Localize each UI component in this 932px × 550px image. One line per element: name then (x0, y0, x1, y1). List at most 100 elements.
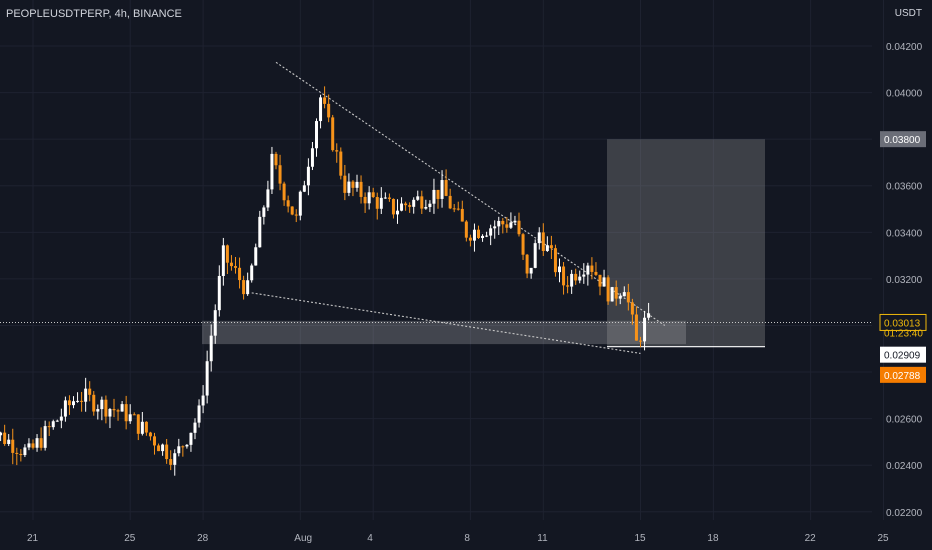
candle-body (221, 245, 225, 276)
candle-body (643, 317, 647, 342)
candle-body (367, 192, 371, 204)
candle-body (234, 266, 237, 268)
y-tick-label: 0.02200 (886, 508, 923, 519)
candle-body (529, 267, 533, 274)
y-tick-label: 0.04000 (886, 89, 923, 100)
target-price-label-bg (880, 131, 926, 148)
target-box (607, 139, 765, 347)
candle-body (618, 296, 622, 299)
candle-body (497, 220, 501, 227)
candle-body (120, 404, 124, 412)
grid (0, 0, 884, 520)
candle-body (63, 400, 67, 417)
candle-body (570, 273, 574, 287)
candle-body (177, 446, 181, 454)
support-trendline (251, 292, 641, 354)
x-tick-label: 8 (464, 533, 470, 544)
candle-body (217, 275, 221, 311)
candle-body (331, 117, 335, 151)
candle-body (594, 271, 598, 275)
candle-body (339, 151, 343, 176)
candle-body (136, 414, 140, 434)
candle-body (424, 207, 428, 209)
candle-body (432, 189, 436, 204)
candle-body (574, 273, 578, 281)
candle-body (209, 335, 213, 362)
candle-body (590, 265, 594, 272)
candle-body (436, 189, 440, 199)
candle-body (11, 439, 15, 453)
chart-title: PEOPLEUSDTPERP, 4h, BINANCE (6, 8, 182, 20)
candle-body (420, 196, 424, 209)
y-tick-label: 0.03200 (886, 275, 923, 286)
candle-body (553, 248, 557, 273)
candle-body (359, 181, 363, 197)
candle-body (335, 150, 339, 152)
candle-body (404, 203, 408, 206)
y-tick-label: 0.03600 (886, 182, 923, 193)
candle-body (250, 265, 254, 281)
candle-body (43, 426, 47, 448)
candle-body (481, 235, 485, 239)
candle-body (375, 197, 379, 209)
candle-body (327, 103, 331, 118)
candle-body (225, 245, 229, 263)
candle-body (533, 243, 537, 268)
x-tick-label: 25 (124, 533, 136, 544)
candle-body (298, 191, 302, 216)
candle-body (371, 192, 375, 198)
candle-body (639, 340, 642, 342)
candle-body (351, 181, 355, 188)
candle-body (400, 203, 404, 211)
candle-body (262, 207, 266, 217)
candle-body (310, 148, 314, 167)
candle-body (27, 443, 31, 448)
stop-price-label-bg (880, 366, 926, 383)
candle-body (173, 453, 177, 465)
entry-price-label-bg (880, 346, 926, 363)
x-tick-label: 4 (367, 533, 373, 544)
candle-body (242, 280, 246, 295)
candle-body (521, 234, 525, 255)
stop-price-label: 0.02788 (884, 371, 921, 382)
candle-body (51, 421, 55, 428)
candle-body (31, 443, 35, 448)
candle-body (246, 280, 250, 295)
candle-body (501, 220, 505, 225)
candle-body (140, 421, 144, 434)
candle-body (505, 224, 509, 228)
candle-body (274, 153, 278, 166)
candle-body (306, 166, 310, 186)
candle-body (185, 444, 189, 447)
candle-body (647, 313, 651, 318)
candle-body (169, 459, 173, 465)
candle-body (562, 266, 566, 286)
candle-body (96, 409, 100, 412)
candle-body (84, 388, 88, 402)
candle-body (258, 216, 262, 248)
candle-body (412, 199, 416, 207)
candle-body (92, 394, 96, 412)
candle-body (3, 432, 7, 444)
x-tick-label: 21 (27, 533, 39, 544)
y-tick-label: 0.02600 (886, 415, 923, 426)
x-tick-label: 15 (635, 533, 647, 544)
candle-body (116, 410, 120, 412)
candle-body (254, 247, 258, 266)
candle-body (558, 266, 561, 273)
candle-body (47, 426, 51, 428)
candle-body (383, 197, 387, 199)
countdown-label: 01:23:40 (884, 328, 923, 339)
candle-body (440, 180, 444, 199)
candle-body (566, 285, 570, 287)
candle-body (286, 200, 290, 207)
candle-body (19, 453, 23, 456)
candle-body (602, 277, 606, 287)
candle-body (7, 439, 11, 444)
candle-body (549, 245, 553, 249)
support-zone (202, 320, 686, 345)
candle-body (545, 245, 549, 251)
candle-body (513, 220, 517, 223)
candle-body (55, 420, 59, 422)
